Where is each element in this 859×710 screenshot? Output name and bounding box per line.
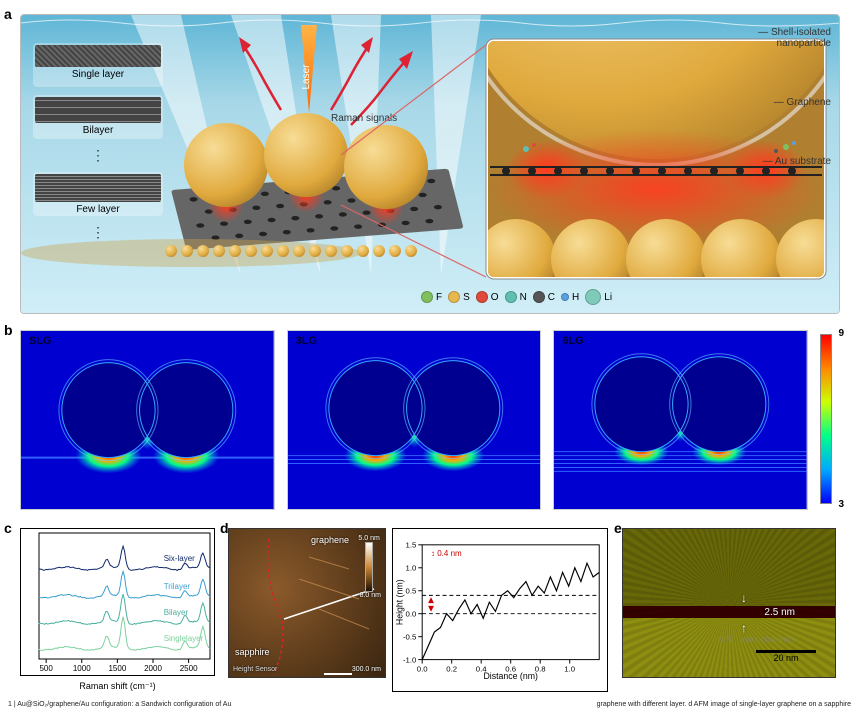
svg-text:Height (nm): Height (nm) — [395, 579, 405, 625]
tem-scalebar: 20 nm — [742, 648, 830, 663]
svg-text:Distance (nm): Distance (nm) — [483, 671, 538, 681]
svg-text:2500: 2500 — [180, 664, 198, 673]
panel-c-raman: 500 1000 1500 2000 2500 Six-layer Trilayer Bila… — [20, 528, 215, 692]
label-c: c — [4, 520, 12, 536]
panel-e-tem: ↓ ↑ 2.5 nm 众号 · inanophotonics 20 nm — [622, 528, 840, 692]
label-a: a — [4, 6, 12, 22]
afm-image: graphene sapphire Height Sensor 300.0 nm… — [228, 528, 386, 678]
svg-text:Trilayer: Trilayer — [164, 582, 191, 591]
svg-text:0.0: 0.0 — [406, 610, 417, 619]
svg-text:Raman signals: Raman signals — [331, 113, 397, 124]
svg-text:0.5: 0.5 — [406, 587, 417, 596]
atom-legend: FSONCHLi — [421, 289, 612, 305]
card-few-layer: Few layer — [33, 172, 163, 216]
sim-slg: SLG — [20, 330, 275, 510]
panel-a-callouts: — Shell-isolated nanoparticle — Graphene… — [758, 27, 831, 167]
svg-text:Bilayer: Bilayer — [164, 608, 189, 617]
svg-text:Laser: Laser — [301, 64, 312, 90]
panel-a-schematic: Laser Raman signals — [20, 14, 840, 314]
sim-6lg: 6LG — [553, 330, 808, 510]
layer-cards: Single layer Bilayer ⋮ Few layer ⋮ — [33, 43, 163, 241]
svg-text:-1.0: -1.0 — [403, 656, 417, 665]
svg-text:1.0: 1.0 — [406, 564, 417, 573]
sim-3lg: 3LG — [287, 330, 542, 510]
svg-text:0.0: 0.0 — [417, 664, 428, 673]
label-b: b — [4, 322, 13, 338]
label-e: e — [614, 520, 622, 536]
svg-text:1.0: 1.0 — [564, 664, 575, 673]
colorbar: 9 3 lg(E_loc/E_0)^4 — [820, 330, 840, 510]
svg-text:Six-layer: Six-layer — [164, 554, 195, 563]
card-single-layer: Single layer — [33, 43, 163, 87]
svg-text:1500: 1500 — [108, 664, 126, 673]
svg-text:1.5: 1.5 — [406, 541, 417, 550]
figure-caption-fragment: 1 | Au@SiO₂/graphene/Au configuration: a… — [8, 701, 851, 708]
svg-text:1000: 1000 — [73, 664, 91, 673]
panel-d-afm: graphene sapphire Height Sensor 300.0 nm… — [228, 528, 608, 692]
svg-text:0.2: 0.2 — [446, 664, 457, 673]
svg-text:2000: 2000 — [144, 664, 162, 673]
panel-b-sims: SLG 3LG 6LG — [20, 330, 840, 510]
svg-text:500: 500 — [39, 664, 53, 673]
svg-text:Singlelayer: Singlelayer — [164, 634, 204, 643]
card-bilayer: Bilayer — [33, 95, 163, 139]
height-profile: 0.00.20.40.60.81.0-1.0-0.50.00.51.01.5Di… — [392, 528, 608, 692]
svg-text:-0.5: -0.5 — [403, 633, 416, 642]
